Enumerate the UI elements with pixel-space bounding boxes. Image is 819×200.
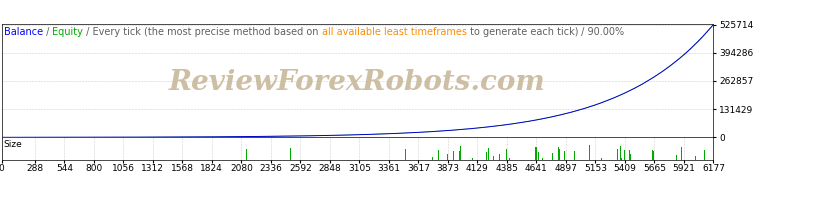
Text: to generate each tick): to generate each tick): [466, 27, 577, 37]
Text: Equity: Equity: [52, 27, 84, 37]
Text: all available least timeframes: all available least timeframes: [322, 27, 466, 37]
Text: ReviewForexRobots.com: ReviewForexRobots.com: [169, 69, 545, 96]
Text: /: /: [43, 27, 52, 37]
Text: / Every tick (the most precise method based on: / Every tick (the most precise method ba…: [84, 27, 322, 37]
Text: / 90.00%: / 90.00%: [577, 27, 624, 37]
Text: Balance: Balance: [4, 27, 43, 37]
Text: Size: Size: [4, 140, 22, 149]
